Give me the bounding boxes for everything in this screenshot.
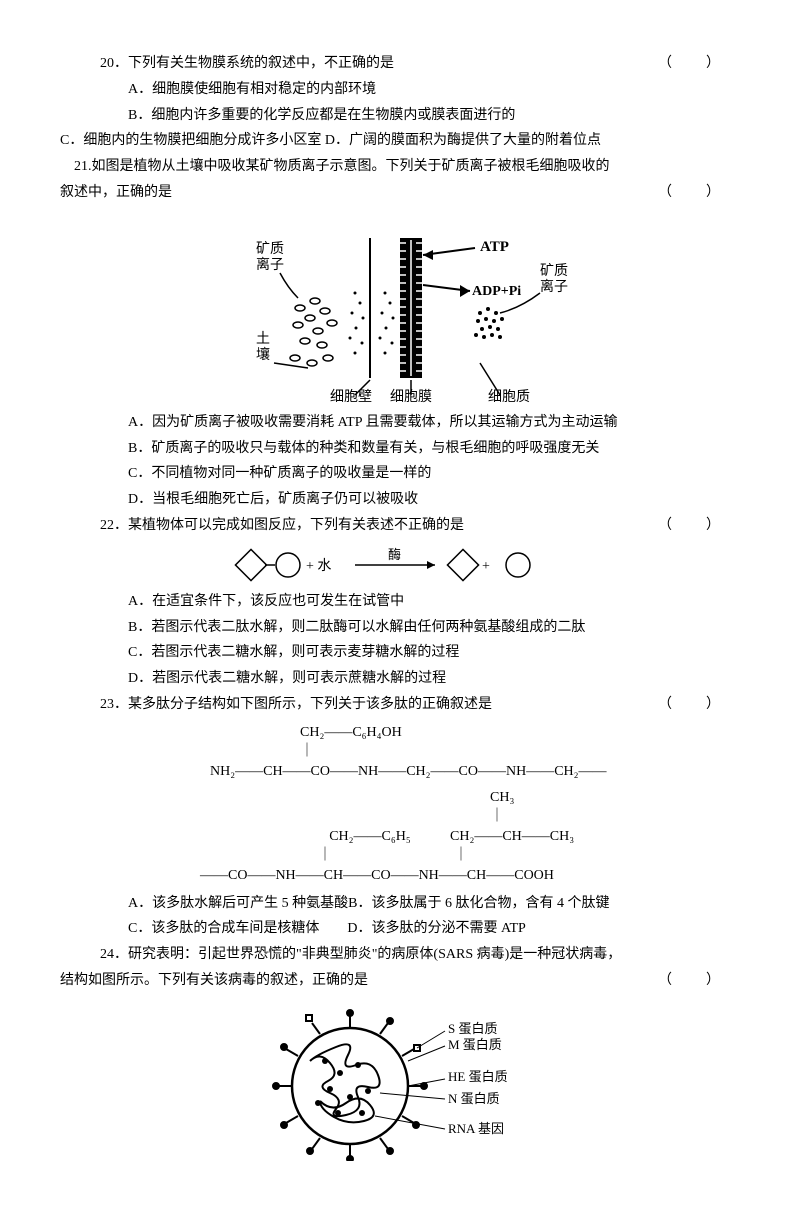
q21-stem2: 叙述中，正确的是 （ ）	[60, 181, 740, 205]
fig-label: M 蛋白质	[448, 1037, 502, 1052]
q21-opt-c: C．不同植物对同一种矿质离子的吸收量是一样的	[60, 462, 740, 486]
q24-stem2: 结构如图所示。下列有关该病毒的叙述，正确的是 （ ）	[60, 969, 740, 993]
fig-text: 酶	[388, 547, 401, 562]
fig-label: 壤	[256, 346, 270, 363]
fig-label: HE 蛋白质	[448, 1069, 508, 1084]
fig-label: 细胞质	[488, 389, 530, 403]
q22-opt-a: A．在适宜条件下，该反应也可发生在试管中	[60, 590, 740, 614]
answer-paren: （ ）	[658, 969, 730, 993]
q21-opt-d: D．当根毛细胞死亡后，矿质离子仍可以被吸收	[60, 488, 740, 512]
q22-stem: 22．某植物体可以完成如图反应，下列有关表述不正确的是 （ ）	[60, 514, 740, 538]
q20-opt-b: B．细胞内许多重要的化学反应都是在生物膜内或膜表面进行的	[60, 104, 740, 128]
q24-stem1: 24．研究表明：引起世界恐慌的"非典型肺炎"的病原体(SARS 病毒)是一种冠状…	[60, 943, 740, 967]
q22-opt-d: D．若图示代表二糖水解，则可表示蔗糖水解的过程	[60, 667, 740, 691]
q21-opt-a: A．因为矿质离子被吸收需要消耗 ATP 且需要载体，所以其运输方式为主动运输	[60, 411, 740, 435]
fig-label: S 蛋白质	[448, 1021, 497, 1036]
answer-paren: （ ）	[658, 181, 730, 205]
fig-label: 离子	[540, 278, 568, 295]
fig-label: ADP+Pi	[472, 284, 521, 299]
q23-structure: CH₂——C₆H₄OH ｜ NH₂——CH——CO——NH——CH₂——CO——…	[60, 723, 740, 886]
q24-figure: S 蛋白质 M 蛋白质 HE 蛋白质 N 蛋白质 RNA 基因	[60, 1001, 740, 1161]
q22-figure: + 水 酶 +	[60, 546, 740, 582]
fig-label: 离子	[256, 256, 284, 273]
fig-text: + 水	[306, 558, 331, 574]
answer-paren: （ ）	[658, 514, 730, 538]
q20-stem-text: 20．下列有关生物膜系统的叙述中，不正确的是	[100, 56, 394, 71]
q20-stem: 20．下列有关生物膜系统的叙述中，不正确的是 （ ）	[60, 52, 740, 76]
answer-paren: （ ）	[658, 52, 730, 76]
q21-figure: 矿质 离子 土 壤	[60, 213, 740, 403]
answer-paren: （ ）	[658, 693, 730, 717]
q21-opt-b: B．矿质离子的吸收只与载体的种类和数量有关，与根毛细胞的呼吸强度无关	[60, 437, 740, 461]
q22-opt-b: B．若图示代表二肽水解，则二肽酶可以水解由任何两种氨基酸组成的二肽	[60, 616, 740, 640]
fig-label: 矿质	[540, 263, 568, 279]
q21-stem1: 21.如图是植物从土壤中吸收某矿物质离子示意图。下列关于矿质离子被根毛细胞吸收的	[60, 155, 740, 179]
fig-text: +	[482, 559, 490, 574]
q23-opt-ab: A．该多肽水解后可产生 5 种氨基酸B．该多肽属于 6 肽化合物，含有 4 个肽…	[60, 892, 740, 916]
q22-opt-c: C．若图示代表二糖水解，则可表示麦芽糖水解的过程	[60, 641, 740, 665]
q23-stem: 23．某多肽分子结构如下图所示，下列关于该多肽的正确叙述是 （ ）	[60, 693, 740, 717]
q20-opt-a: A．细胞膜使细胞有相对稳定的内部环境	[60, 78, 740, 102]
fig-label: N 蛋白质	[448, 1091, 500, 1106]
fig-label: RNA 基因	[448, 1121, 504, 1136]
fig-label: ATP	[480, 239, 509, 255]
fig-label: 土	[256, 331, 270, 347]
q20-opt-cd: C．细胞内的生物膜把细胞分成许多小区室 D．广阔的膜面积为酶提供了大量的附着位点	[60, 129, 740, 153]
q23-opt-cd: C．该多肽的合成车间是核糖体 D．该多肽的分泌不需要 ATP	[60, 917, 740, 941]
fig-label: 细胞膜	[390, 389, 432, 403]
fig-label: 细胞壁	[330, 389, 372, 403]
fig-label: 矿质	[256, 241, 284, 257]
